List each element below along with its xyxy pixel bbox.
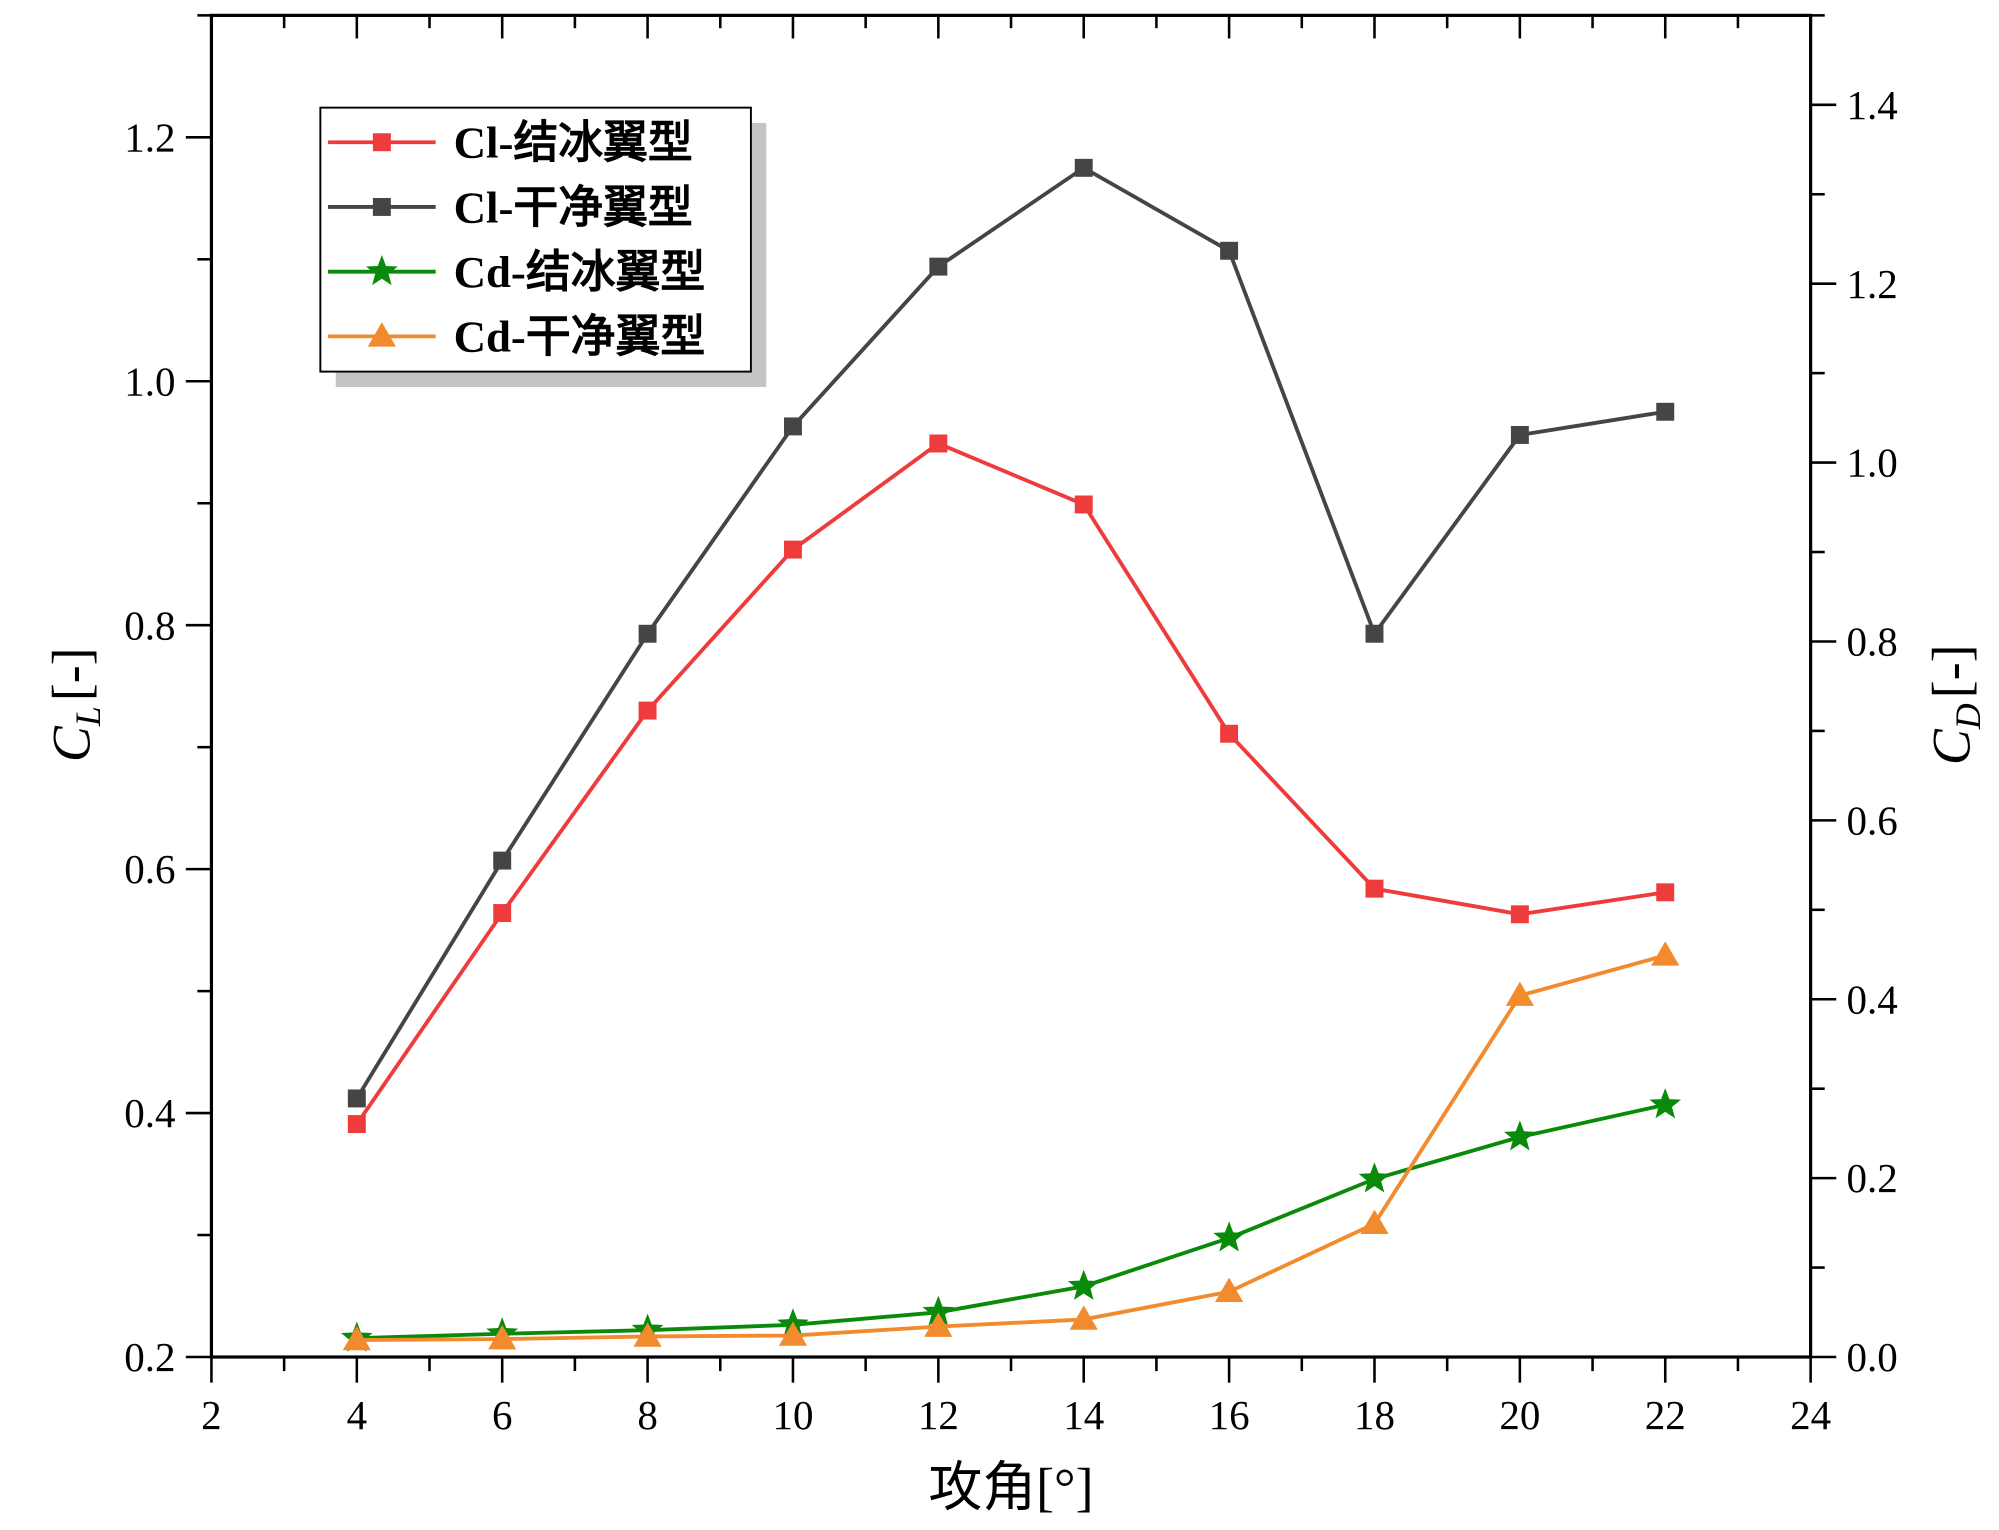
x-tick-label: 18 — [1354, 1392, 1395, 1438]
square-marker — [493, 851, 512, 870]
star-marker — [1358, 1162, 1391, 1193]
square-marker — [929, 257, 948, 276]
square-marker — [1510, 905, 1529, 924]
y-left-tick-label: 0.2 — [124, 1334, 175, 1380]
triangle-marker — [367, 322, 396, 347]
y-right-tick-label: 0.2 — [1847, 1155, 1898, 1201]
triangle-marker — [1505, 981, 1534, 1006]
triangle-marker — [1069, 1305, 1098, 1330]
series-3 — [340, 1088, 1682, 1352]
y-right-tick-label: 1.0 — [1847, 440, 1898, 486]
star-marker — [365, 255, 398, 286]
star-marker — [1213, 1221, 1245, 1252]
y-left-tick-label: 0.8 — [124, 602, 175, 648]
triangle-marker — [1360, 1209, 1389, 1234]
y-left-tick-label: 1.0 — [124, 358, 175, 404]
series-1 — [347, 434, 1675, 1134]
square-marker — [493, 904, 512, 923]
y-right-tick-label: 0.4 — [1847, 976, 1898, 1022]
star-marker — [1649, 1088, 1682, 1119]
triangle-marker — [778, 1321, 808, 1346]
x-tick-label: 2 — [201, 1392, 222, 1438]
series-2 — [347, 158, 1675, 1108]
square-marker — [372, 133, 391, 152]
series-line — [355, 165, 1666, 1100]
axes: 2 4 6 8 10 12 14 16 18 20 22 240.20.40.60.81.01.20.… — [124, 13, 1898, 1438]
y-left-tick-label: 0.4 — [124, 1090, 175, 1136]
legend-item: Cd-干净翼型 — [328, 312, 705, 362]
y-left-tick-label: 0.6 — [124, 846, 175, 892]
legend-label: Cd-干净翼型 — [454, 312, 706, 362]
series-group — [340, 158, 1682, 1352]
legend-label: Cl-结冰翼型 — [454, 118, 693, 168]
square-marker — [1510, 425, 1529, 444]
series-line — [355, 441, 1666, 1126]
square-marker — [929, 434, 948, 453]
square-marker — [372, 197, 391, 216]
legend-label: Cl-干净翼型 — [454, 182, 693, 232]
y-right-tick-label: 0.8 — [1847, 619, 1898, 665]
legend-item: Cl-干净翼型 — [328, 182, 693, 232]
square-marker — [347, 1089, 366, 1108]
x-tick-label: 6 — [492, 1392, 513, 1438]
series-line — [356, 953, 1666, 1342]
x-tick-label: 4 — [347, 1392, 368, 1438]
x-tick-label: 14 — [1063, 1392, 1104, 1438]
y-right-tick-label: 1.4 — [1847, 82, 1898, 128]
x-axis-label: 攻角[°] — [929, 1458, 1094, 1518]
square-marker — [347, 1115, 366, 1134]
triangle-marker — [1215, 1277, 1244, 1302]
y-right-axis-label: CD[-] — [1922, 644, 1988, 765]
square-marker — [1365, 624, 1384, 643]
triangle-marker — [342, 1325, 371, 1351]
square-marker — [783, 417, 802, 436]
series-4 — [342, 941, 1680, 1351]
square-marker — [638, 701, 657, 720]
star-marker — [1503, 1120, 1536, 1151]
y-right-tick-label: 1.2 — [1847, 261, 1898, 307]
star-marker — [1067, 1269, 1100, 1300]
legend-label: Cd-结冰翼型 — [454, 247, 706, 297]
y-right-tick-label: 0.0 — [1847, 1334, 1898, 1380]
square-marker — [1220, 241, 1239, 260]
legend-item: Cl-结冰翼型 — [328, 118, 693, 168]
square-marker — [638, 624, 657, 643]
legend-item: Cd-结冰翼型 — [328, 247, 705, 297]
x-tick-label: 12 — [918, 1392, 959, 1438]
y-left-tick-label: 1.2 — [124, 114, 175, 160]
triangle-marker — [633, 1322, 662, 1347]
legend: Cl-结冰翼型 Cl-干净翼型 Cd-结冰翼型 Cd-干净翼型 — [319, 106, 767, 387]
x-tick-label: 22 — [1645, 1392, 1686, 1438]
y-right-tick-label: 0.6 — [1847, 797, 1898, 843]
x-tick-label: 20 — [1499, 1392, 1540, 1438]
legend-box — [319, 106, 752, 373]
square-marker — [1656, 402, 1675, 421]
x-tick-label: 8 — [637, 1392, 657, 1438]
square-marker — [1074, 158, 1093, 177]
square-marker — [1365, 879, 1384, 898]
y-left-axis-label: CL[-] — [42, 647, 108, 762]
square-marker — [783, 540, 802, 559]
x-tick-label: 16 — [1209, 1392, 1250, 1438]
star-marker — [922, 1295, 955, 1326]
triangle-marker — [1651, 941, 1680, 966]
series-line — [356, 1102, 1666, 1341]
square-marker — [1220, 724, 1239, 743]
triangle-marker — [924, 1312, 953, 1337]
triangle-marker — [488, 1325, 517, 1350]
square-marker — [1074, 495, 1093, 514]
x-tick-label: 10 — [772, 1392, 813, 1438]
square-marker — [1656, 883, 1675, 902]
x-tick-label: 24 — [1790, 1392, 1831, 1438]
